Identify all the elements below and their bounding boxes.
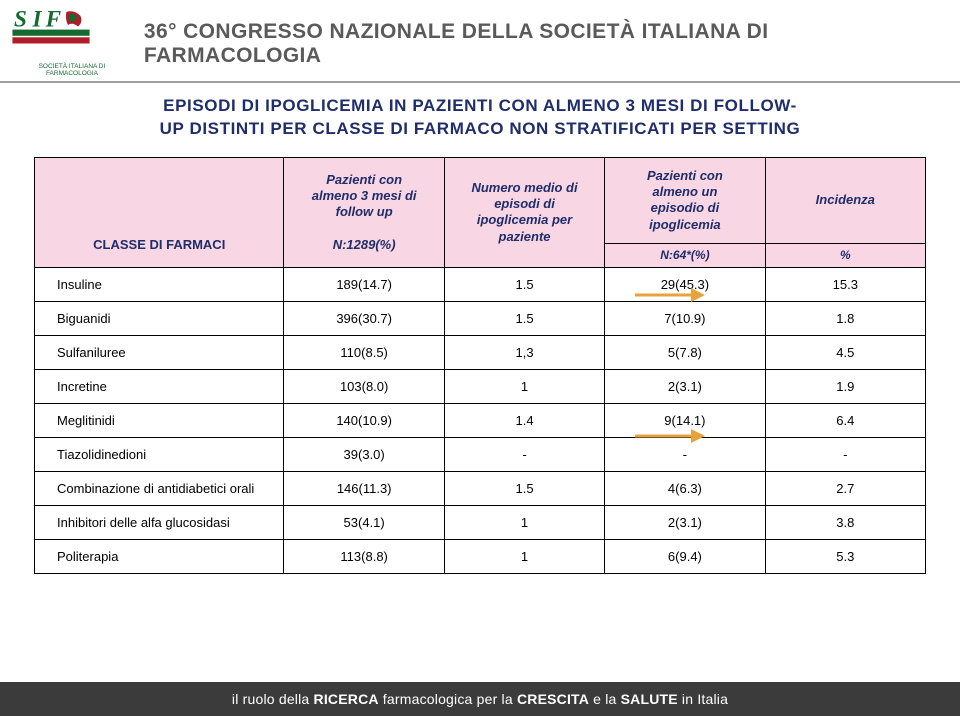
table-cell: - <box>765 437 925 471</box>
th-patients-1ep: Pazienti con almeno un episodio di ipogl… <box>605 157 765 243</box>
table-cell: 39(3.0) <box>284 437 444 471</box>
slide-title: EPISODI DI IPOGLICEMIA IN PAZIENTI CON A… <box>0 95 960 157</box>
table-cell: 396(30.7) <box>284 301 444 335</box>
table-cell: 1 <box>444 505 604 539</box>
svg-text:I: I <box>31 8 42 33</box>
slide-title-line1: EPISODI DI IPOGLICEMIA IN PAZIENTI CON A… <box>163 96 797 115</box>
table-cell: 2.7 <box>765 471 925 505</box>
th-n64: N:64*(%) <box>605 243 765 267</box>
table-cell: 1.4 <box>444 403 604 437</box>
th-percent: % <box>765 243 925 267</box>
table-cell: 110(8.5) <box>284 335 444 369</box>
th-incidence: Incidenza <box>765 157 925 243</box>
th-patients-3m: Pazienti con almeno 3 mesi di follow up … <box>284 157 444 267</box>
footer-bar: il ruolo della RICERCA farmacologica per… <box>0 682 960 716</box>
table-row: Sulfaniluree110(8.5)1,35(7.8)4.5 <box>35 335 926 369</box>
th-class: CLASSE DI FARMACI <box>35 157 284 267</box>
header-divider <box>0 81 960 83</box>
table-cell: 1.5 <box>444 471 604 505</box>
table-cell: 140(10.9) <box>284 403 444 437</box>
table-row: Politerapia113(8.8)16(9.4)5.3 <box>35 539 926 573</box>
table-cell: 53(4.1) <box>284 505 444 539</box>
footer-text: il ruolo della RICERCA farmacologica per… <box>232 691 728 707</box>
table-cell: 1.8 <box>765 301 925 335</box>
table-cell: 146(11.3) <box>284 471 444 505</box>
slide-title-line2: UP DISTINTI PER CLASSE DI FARMACO NON ST… <box>160 119 801 138</box>
table-cell: 1.5 <box>444 267 604 301</box>
table-cell: 103(8.0) <box>284 369 444 403</box>
table-cell: Meglitinidi <box>35 403 284 437</box>
table-row: Biguanidi396(30.7)1.57(10.9)1.8 <box>35 301 926 335</box>
table-cell: 113(8.8) <box>284 539 444 573</box>
table-cell: 2(3.1) <box>605 369 765 403</box>
table-cell: 5(7.8) <box>605 335 765 369</box>
table-cell: 1 <box>444 369 604 403</box>
table-cell: 189(14.7) <box>284 267 444 301</box>
table-cell: 7(10.9) <box>605 301 765 335</box>
table-cell: 29(45.3) <box>605 267 765 301</box>
table-cell: 1.5 <box>444 301 604 335</box>
table-cell: - <box>605 437 765 471</box>
th-episodes: Numero medio di episodi di ipoglicemia p… <box>444 157 604 267</box>
sif-logo-icon: S I F <box>12 8 90 62</box>
table-cell: 4.5 <box>765 335 925 369</box>
table-cell: 3.8 <box>765 505 925 539</box>
table-cell: 1.9 <box>765 369 925 403</box>
table-cell: Combinazione di antidiabetici orali <box>35 471 284 505</box>
table-cell: Sulfaniluree <box>35 335 284 369</box>
table-cell: 1 <box>444 539 604 573</box>
table-cell: 9(14.1) <box>605 403 765 437</box>
svg-text:S: S <box>14 8 27 33</box>
table-row: Meglitinidi140(10.9)1.49(14.1)6.4 <box>35 403 926 437</box>
table-cell: 5.3 <box>765 539 925 573</box>
table-cell: Tiazolidinedioni <box>35 437 284 471</box>
table-cell: 1,3 <box>444 335 604 369</box>
table-cell: 2(3.1) <box>605 505 765 539</box>
table-header-row: CLASSE DI FARMACI Pazienti con almeno 3 … <box>35 157 926 243</box>
table-cell: Insuline <box>35 267 284 301</box>
table-cell: 6.4 <box>765 403 925 437</box>
table-cell: Biguanidi <box>35 301 284 335</box>
table-row: Inhibitori delle alfa glucosidasi53(4.1)… <box>35 505 926 539</box>
table-cell: Incretine <box>35 369 284 403</box>
table-body: Insuline189(14.7)1.529(45.3)15.3Biguanid… <box>35 267 926 573</box>
svg-text:F: F <box>45 8 62 33</box>
table-cell: 15.3 <box>765 267 925 301</box>
table-cell: Inhibitori delle alfa glucosidasi <box>35 505 284 539</box>
drug-class-table: CLASSE DI FARMACI Pazienti con almeno 3 … <box>34 157 926 574</box>
table-row: Insuline189(14.7)1.529(45.3)15.3 <box>35 267 926 301</box>
table-cell: Politerapia <box>35 539 284 573</box>
table-row: Combinazione di antidiabetici orali146(1… <box>35 471 926 505</box>
data-table-wrap: CLASSE DI FARMACI Pazienti con almeno 3 … <box>0 157 960 574</box>
slide-header: S I F SOCIETÀ ITALIANA DI FARMACOLOGIA 3… <box>0 0 960 77</box>
table-row: Incretine103(8.0)12(3.1)1.9 <box>35 369 926 403</box>
sif-logo-block: S I F SOCIETÀ ITALIANA DI FARMACOLOGIA <box>12 8 132 77</box>
logo-subtitle: SOCIETÀ ITALIANA DI FARMACOLOGIA <box>12 64 132 77</box>
congress-title: 36° CONGRESSO NAZIONALE DELLA SOCIETÀ IT… <box>144 8 948 68</box>
table-cell: - <box>444 437 604 471</box>
table-row: Tiazolidinedioni39(3.0)--- <box>35 437 926 471</box>
table-cell: 6(9.4) <box>605 539 765 573</box>
table-cell: 4(6.3) <box>605 471 765 505</box>
